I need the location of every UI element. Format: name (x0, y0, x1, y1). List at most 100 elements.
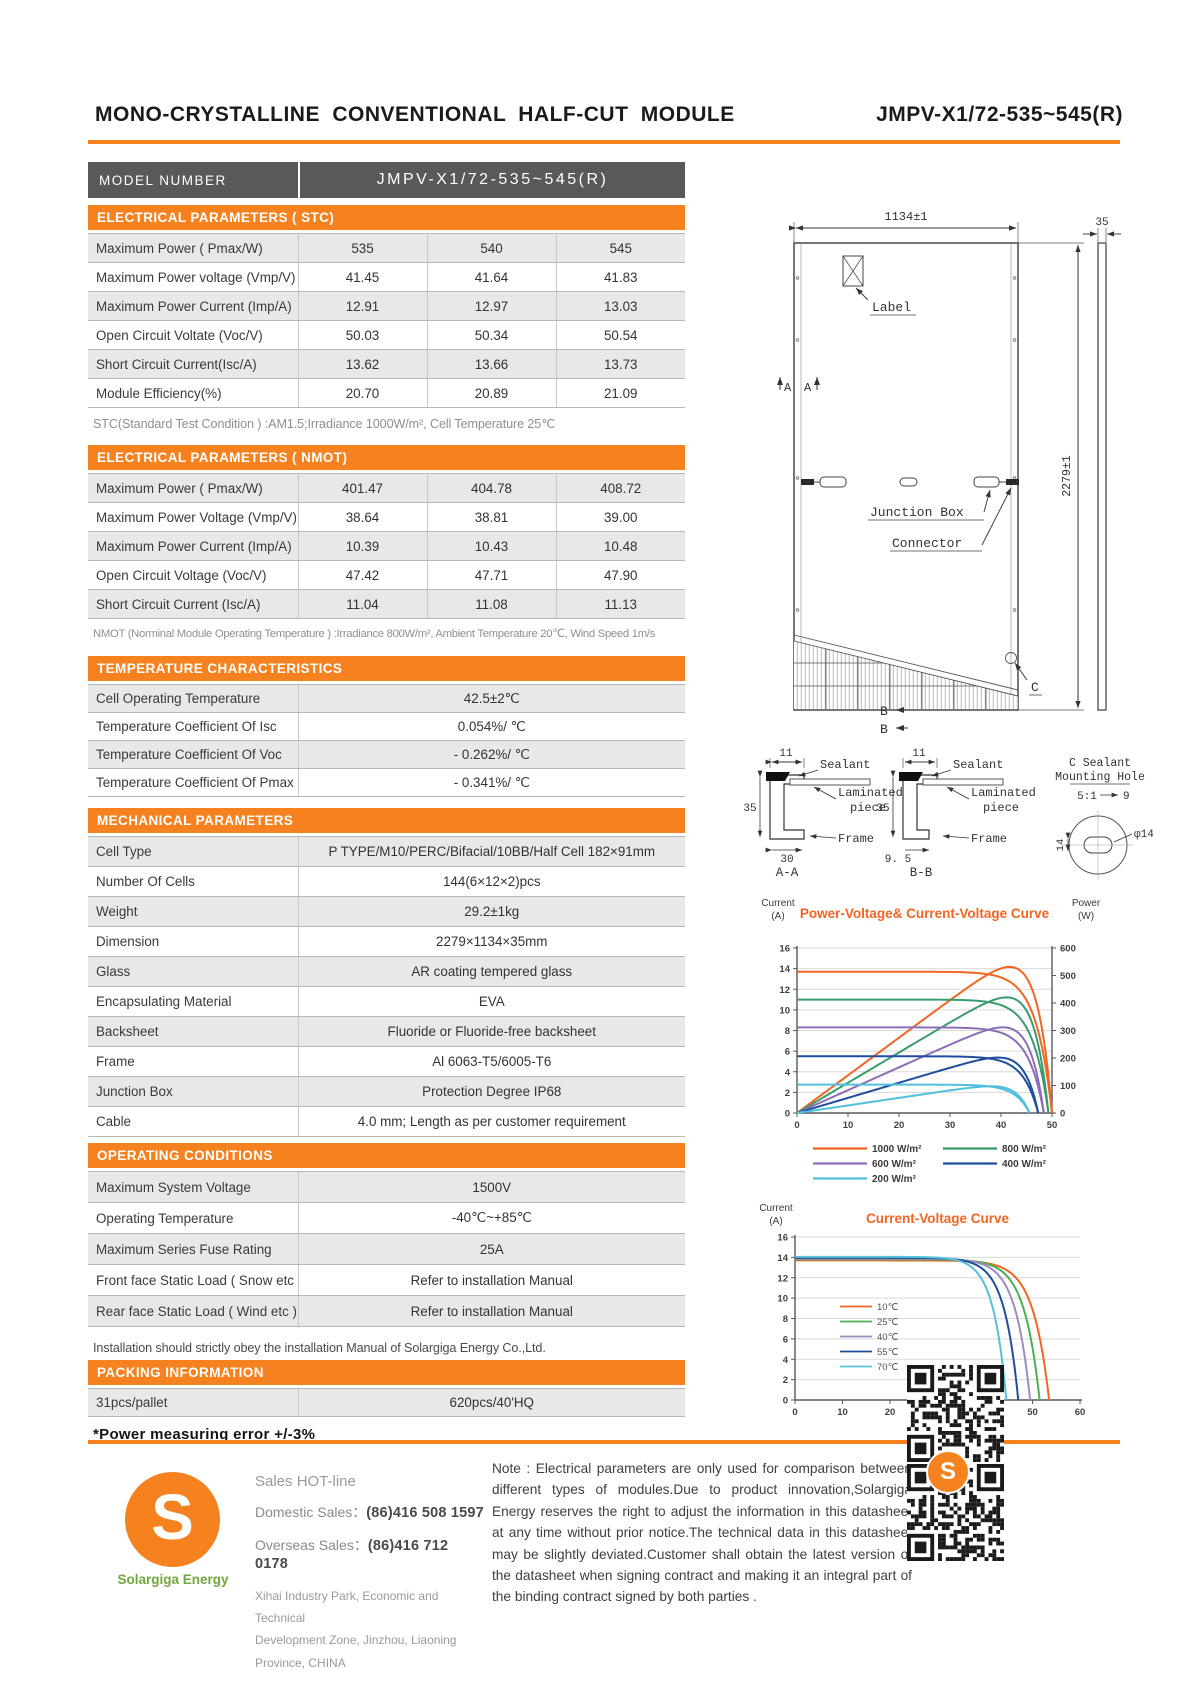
table-row: Junction Box Protection Degree IP68 (88, 1076, 685, 1107)
row-value: 144(6×12×2)pcs (297, 866, 685, 897)
qr-logo-badge: S (926, 1450, 970, 1494)
svg-text:20: 20 (885, 1407, 896, 1418)
svg-text:300: 300 (1060, 1026, 1076, 1037)
row-value: 50.03 (297, 320, 427, 350)
domestic-sales-label: Domestic Sales： (255, 1504, 367, 1520)
svg-text:Sealant: Sealant (820, 758, 870, 772)
svg-text:Power-Voltage& Current-Voltage: Power-Voltage& Current-Voltage Curve (800, 906, 1050, 921)
svg-text:200 W/m²: 200 W/m² (872, 1174, 917, 1185)
svg-text:10: 10 (779, 1005, 790, 1016)
row-label: Maximum Power voltage (Vmp/V) (88, 262, 298, 292)
row-label: Temperature Coefficient Of Voc (88, 740, 298, 769)
table-row: Number Of Cells 144(6×12×2)pcs (88, 866, 685, 897)
svg-text:30: 30 (780, 854, 793, 866)
row-value: Refer to installation Manual (297, 1264, 685, 1296)
row-label: Weight (88, 896, 298, 927)
row-label: Cell Operating Temperature (88, 684, 298, 713)
page-title-text: MONO-CRYSTALLINE CONVENTIONAL HALF-CUT M… (95, 103, 735, 126)
page-title-model: JMPV-X1/72-535~545(R) (876, 103, 1123, 126)
svg-text:(W): (W) (1078, 911, 1094, 922)
row-label: Junction Box (88, 1076, 298, 1107)
svg-text:A-A: A-A (776, 866, 799, 880)
current-voltage-chart: 02468101214160102030405060Current-Voltag… (759, 1203, 1085, 1418)
logo-letter: S (151, 1480, 194, 1553)
row-value: 42.5±2℃ (297, 684, 685, 713)
footer-divider (88, 1440, 1120, 1444)
row-label: Maximum System Voltage (88, 1171, 298, 1203)
svg-text:14: 14 (779, 964, 790, 975)
row-value: 10.39 (297, 531, 427, 561)
svg-text:800 W/m²: 800 W/m² (1002, 1144, 1047, 1155)
svg-text:40℃: 40℃ (877, 1332, 899, 1343)
svg-text:piece: piece (983, 801, 1019, 815)
table-row: Short Circuit Current (Isc/A) 11.04 11.08 1… (88, 589, 685, 619)
row-value: 540 (426, 233, 556, 263)
row-value: 50.34 (426, 320, 556, 350)
address-line: Development Zone, Jinzhou, Liaoning (255, 1633, 457, 1648)
svg-text:piece: piece (850, 801, 886, 815)
row-value: 41.45 (297, 262, 427, 292)
svg-text:25℃: 25℃ (877, 1317, 899, 1328)
row-value: 12.97 (426, 291, 556, 321)
row-value: Refer to installation Manual (297, 1295, 685, 1327)
svg-text:8: 8 (785, 1026, 790, 1037)
row-value: 13.03 (555, 291, 685, 321)
svg-text:Current: Current (759, 1203, 793, 1214)
row-value: 41.83 (555, 262, 685, 292)
row-value: Al 6063-T5/6005-T6 (297, 1046, 685, 1077)
svg-text:φ14: φ14 (1134, 829, 1154, 841)
section-header-operating: OPERATING CONDITIONS (88, 1143, 685, 1168)
table-row: Backsheet Fluoride or Fluoride-free backs… (88, 1016, 685, 1047)
table-row: Dimension 2279×1134×35mm (88, 926, 685, 957)
row-label: Open Circuit Voltate (Voc/V) (88, 320, 298, 350)
svg-text:16: 16 (777, 1233, 788, 1244)
power-tolerance-note: *Power measuring error +/-3% (93, 1426, 316, 1443)
title-divider (88, 140, 1120, 144)
row-value: Fluoride or Fluoride-free backsheet (297, 1016, 685, 1047)
svg-text:100: 100 (1060, 1081, 1076, 1092)
cross-section-bb: 11 Sealant 35 Laminated piece Frame 9. 5… (876, 748, 1035, 880)
row-value: 41.64 (426, 262, 556, 292)
row-label: Module Efficiency(%) (88, 378, 298, 408)
address-line: Xihai Industry Park, Economic and Techni… (255, 1589, 439, 1626)
svg-text:600 W/m²: 600 W/m² (872, 1159, 917, 1170)
table-row: Cable 4.0 mm; Length as per customer requ… (88, 1106, 685, 1137)
row-label: Short Circuit Current(Isc/A) (88, 349, 298, 379)
svg-text:6: 6 (783, 1334, 788, 1345)
svg-text:200: 200 (1060, 1054, 1076, 1065)
spec-column: MODEL NUMBER JMPV-X1/72-535~545(R) ELECT… (88, 162, 685, 1443)
row-label: Open Circuit Voltage (Voc/V) (88, 560, 298, 590)
row-label: Operating Temperature (88, 1202, 298, 1234)
row-value: 13.73 (555, 349, 685, 379)
row-label: Temperature Coefficient Of Isc (88, 712, 298, 741)
temperature-table: Cell Operating Temperature 42.5±2℃ Tempera… (88, 684, 685, 797)
table-row: Short Circuit Current(Isc/A) 13.62 13.66 13… (88, 349, 685, 379)
table-row: Maximum Power Voltage (Vmp/V) 38.64 38.81 3… (88, 502, 685, 532)
legal-note: Note : Electrical parameters are only us… (492, 1461, 912, 1605)
row-value: 39.00 (555, 502, 685, 532)
svg-text:14: 14 (777, 1253, 788, 1264)
model-number-value: JMPV-X1/72-535~545(R) (376, 171, 609, 188)
table-row: Open Circuit Voltage (Voc/V) 47.42 47.71 47… (88, 560, 685, 590)
row-value: 0.054%/ ℃ (297, 712, 685, 741)
cross-section-aa: 11 Sealant 35 Laminated piece Frame 30 A… (743, 748, 902, 880)
row-value: P TYPE/M10/PERC/Bifacial/10BB/Half Cell … (297, 836, 685, 867)
svg-text:35: 35 (743, 803, 756, 815)
model-number-label: MODEL NUMBER (88, 162, 300, 198)
table-row: Maximum System Voltage 1500V (88, 1171, 685, 1203)
section-header-stc: ELECTRICAL PARAMETERS ( STC) (88, 205, 685, 230)
row-value: 535 (297, 233, 427, 263)
svg-text:1000 W/m²: 1000 W/m² (872, 1144, 922, 1155)
row-label: Cable (88, 1106, 298, 1137)
row-value: 20.70 (297, 378, 427, 408)
table-row: Module Efficiency(%) 20.70 20.89 21.09 (88, 378, 685, 408)
row-label: Backsheet (88, 1016, 298, 1047)
row-value: 38.81 (426, 502, 556, 532)
company-logo-name: Solargiga Energy (117, 1572, 229, 1587)
row-label: Short Circuit Current (Isc/A) (88, 589, 298, 619)
svg-text:Frame: Frame (971, 832, 1007, 846)
dim-width: 1134±1 (884, 210, 927, 224)
svg-text:11: 11 (779, 748, 793, 760)
row-value: 25A (297, 1233, 685, 1265)
